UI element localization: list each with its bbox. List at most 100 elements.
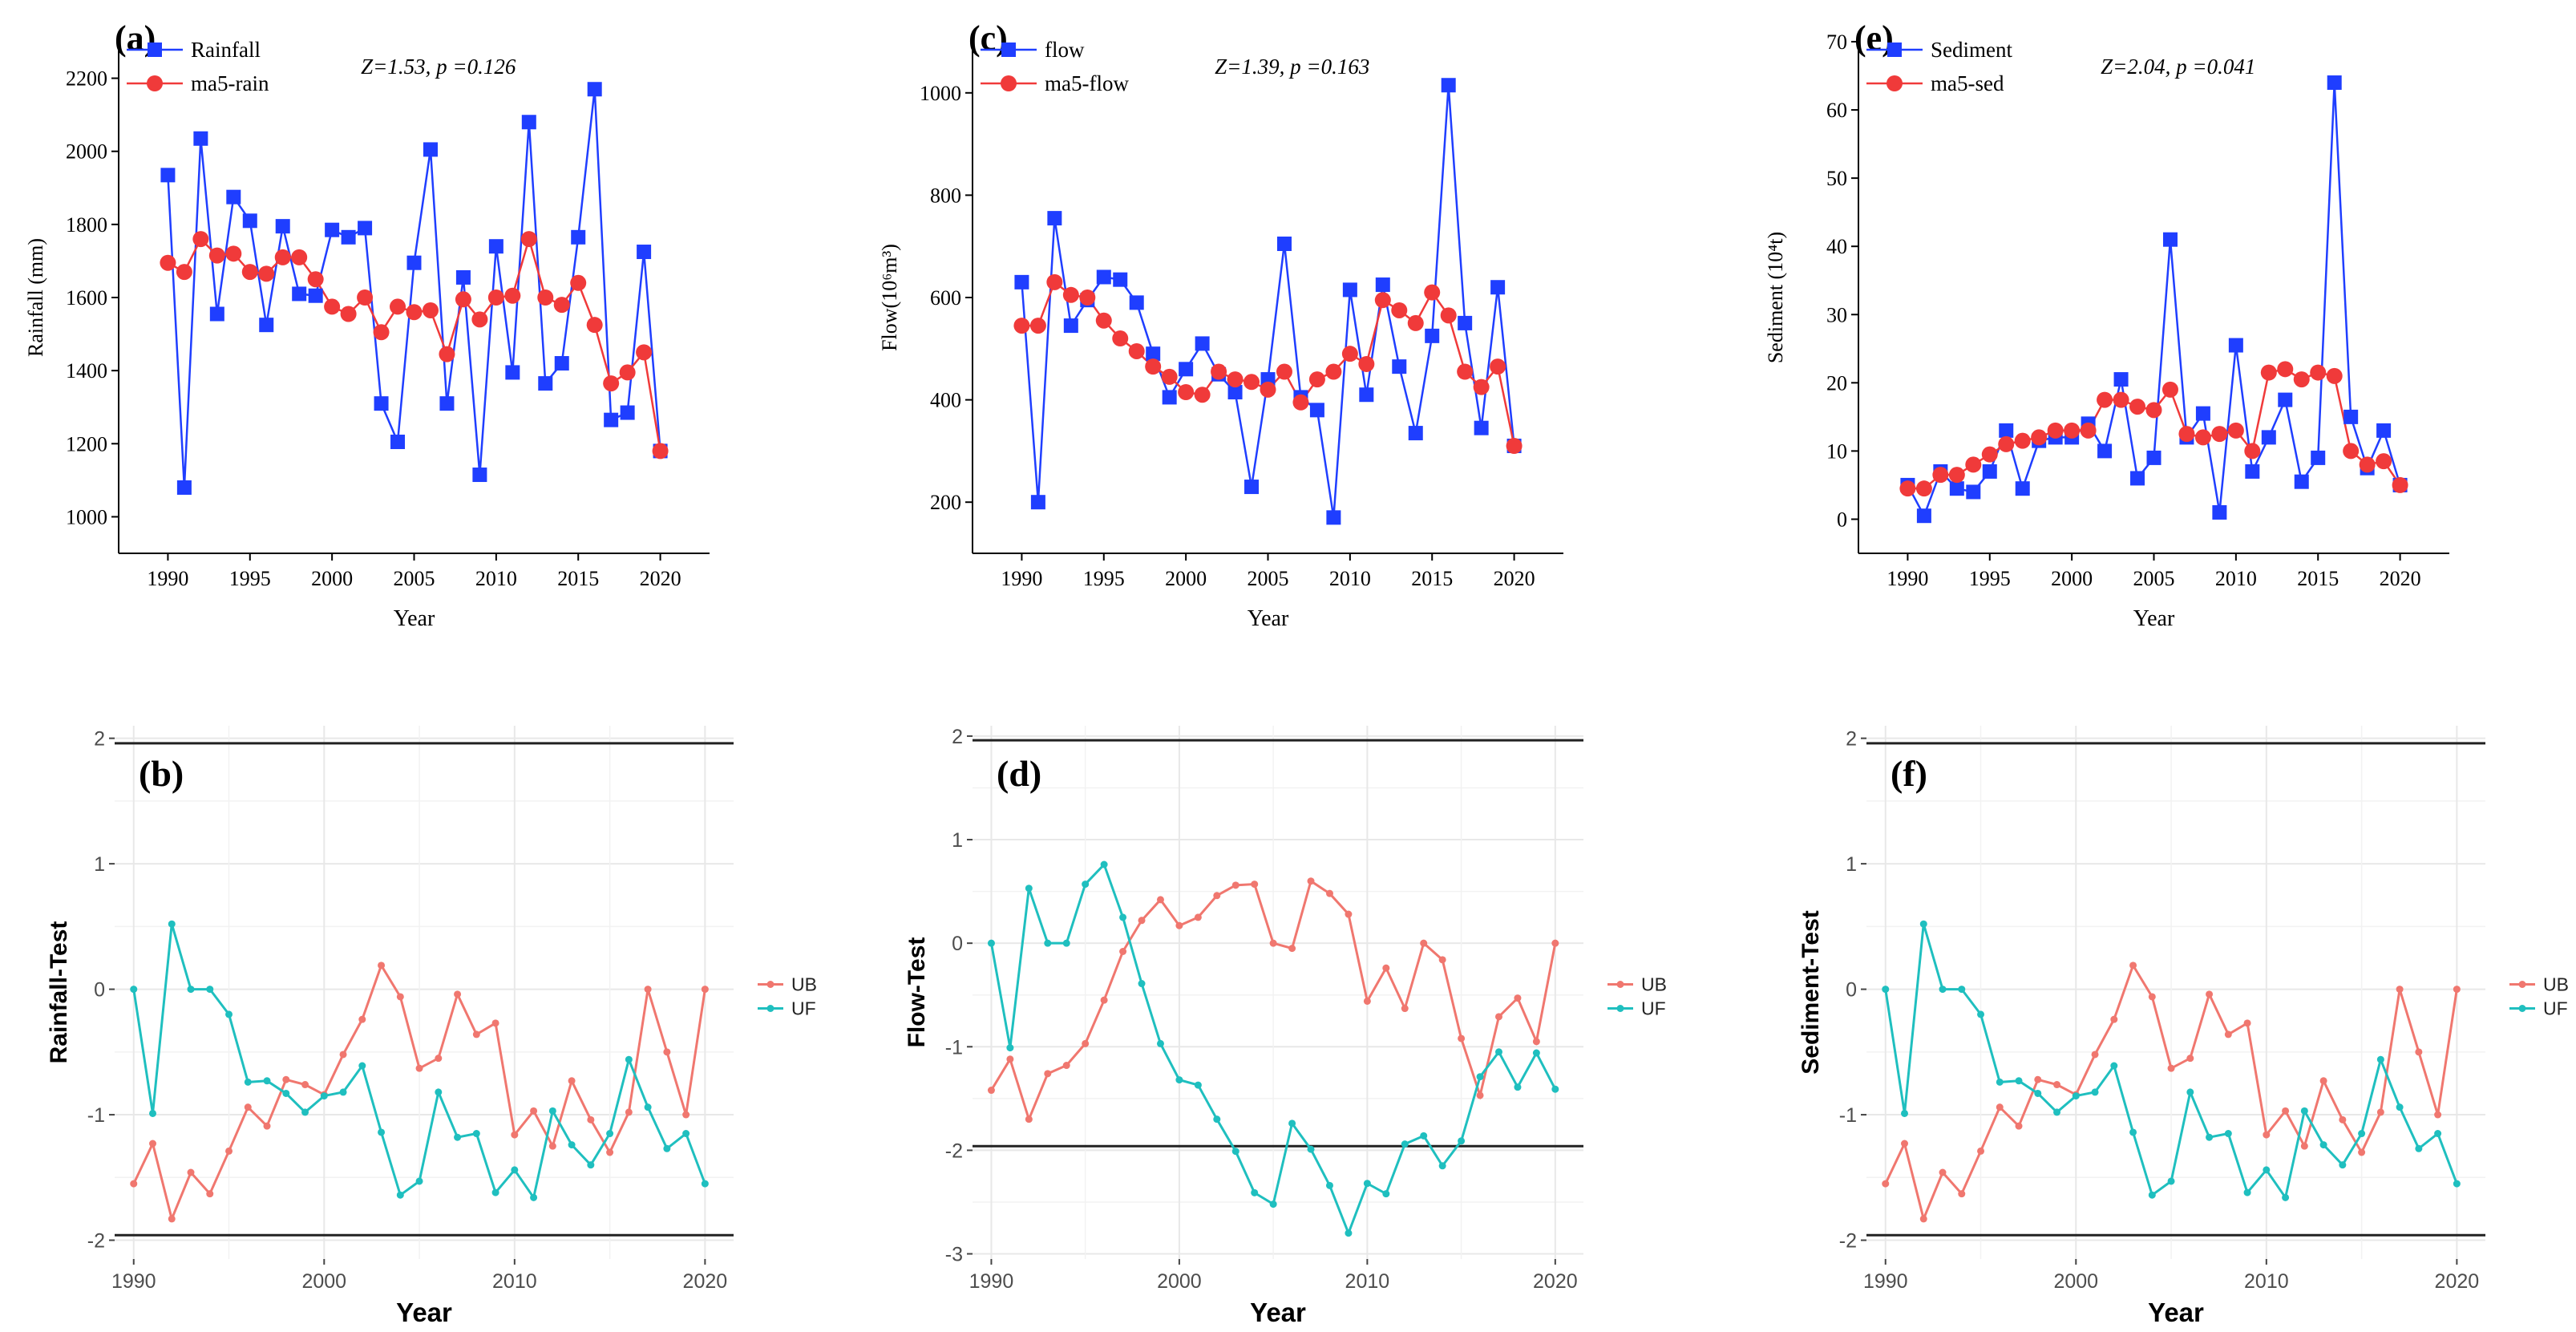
y-tick-label: 20 <box>1826 371 1847 395</box>
data-point-ma5-sed <box>2129 399 2146 415</box>
legend-marker <box>1001 75 1017 91</box>
data-point-Sediment <box>1999 423 2014 438</box>
data-point-Rainfall <box>604 412 619 427</box>
data-point-ma5-rain <box>520 231 537 248</box>
data-point-ma5-rain <box>291 249 308 265</box>
data-point-Rainfall <box>160 168 176 183</box>
data-point-UB <box>130 1180 138 1188</box>
data-point-UF <box>1307 1145 1315 1153</box>
x-tick-label: 2005 <box>1248 567 1289 590</box>
data-point-ma5-flow <box>1276 363 1292 380</box>
data-point-Rainfall <box>587 82 602 97</box>
data-point-UF <box>1882 986 1890 994</box>
x-tick-label: 1990 <box>969 1270 1014 1293</box>
data-point-Rainfall <box>341 229 356 245</box>
data-point-UF <box>130 986 138 994</box>
data-point-ma5-rain <box>406 304 423 321</box>
legend-marker <box>766 1005 774 1012</box>
data-point-UB <box>491 1019 499 1027</box>
data-point-ma5-sed <box>1998 435 2015 452</box>
data-point-Rainfall <box>620 405 635 420</box>
data-point-Rainfall <box>325 222 340 237</box>
data-point-Sediment <box>1949 481 1964 496</box>
trend-annotation: Z=1.53, p =0.126 <box>361 55 516 79</box>
data-point-UB <box>2282 1107 2290 1115</box>
data-point-UB <box>1062 1062 1070 1070</box>
data-point-ma5-sed <box>2293 371 2310 388</box>
data-point-ma5-rain <box>357 289 374 306</box>
data-point-ma5-rain <box>258 265 275 282</box>
y-tick-label: -2 <box>1839 1230 1857 1253</box>
data-point-ma5-sed <box>2326 367 2343 384</box>
legend-marker <box>1616 981 1624 988</box>
panel-label: (d) <box>997 753 1041 794</box>
data-point-UB <box>1175 921 1183 929</box>
data-point-UF <box>2148 1191 2156 1199</box>
x-axis-label: Year <box>2148 1298 2204 1327</box>
data-point-UB <box>548 1142 556 1150</box>
data-point-UB <box>2376 1108 2384 1116</box>
legend-marker <box>1616 1005 1624 1012</box>
data-point-UF <box>2358 1130 2366 1138</box>
data-point-UF <box>2034 1089 2042 1097</box>
x-tick-label: 2010 <box>2215 567 2257 590</box>
data-point-ma5-rain <box>553 297 570 314</box>
data-point-flow <box>1309 403 1324 418</box>
data-point-Sediment <box>2261 430 2276 445</box>
x-tick-label: 2020 <box>1494 567 1535 590</box>
data-point-UF <box>244 1078 252 1086</box>
legend-marker <box>147 75 163 91</box>
data-point-UB <box>606 1148 614 1156</box>
data-point-ma5-sed <box>2260 364 2277 381</box>
data-point-UF <box>2319 1141 2327 1149</box>
data-point-ma5-rain <box>652 443 669 460</box>
data-point-UB <box>206 1190 214 1198</box>
data-point-Sediment <box>1916 508 1931 524</box>
data-point-ma5-rain <box>619 364 636 381</box>
data-point-Sediment <box>1982 464 1997 479</box>
data-point-Sediment <box>2311 450 2326 465</box>
data-point-Rainfall <box>538 376 553 391</box>
data-point-UB <box>530 1107 538 1115</box>
y-tick-label: 2 <box>1846 728 1857 751</box>
y-tick-label: 40 <box>1826 235 1847 258</box>
legend-marker <box>148 43 162 57</box>
y-tick-label: -1 <box>87 1104 105 1127</box>
data-point-flow <box>1244 480 1260 495</box>
data-point-flow <box>1179 362 1194 377</box>
data-point-UF <box>1363 1180 1371 1188</box>
x-tick-label: 1995 <box>1969 567 2011 590</box>
data-point-UB <box>2224 1030 2232 1038</box>
legend-label: ma5-rain <box>191 71 269 95</box>
data-point-UB <box>1901 1140 1909 1148</box>
data-point-ma5-flow <box>1457 363 1474 380</box>
data-point-Rainfall <box>176 480 192 495</box>
data-point-ma5-rain <box>160 254 176 271</box>
y-tick-label: 0 <box>1846 979 1857 1002</box>
data-point-Sediment <box>2015 481 2030 496</box>
data-point-UB <box>1996 1103 2004 1111</box>
data-point-UF <box>1156 1039 1164 1047</box>
data-point-UB <box>2091 1051 2099 1059</box>
data-point-Sediment <box>2376 423 2392 438</box>
data-point-UB <box>1363 997 1371 1005</box>
legend-marker <box>1887 43 1902 57</box>
data-point-ma5-flow <box>1506 438 1523 455</box>
trend-annotation: Z=1.39, p =0.163 <box>1215 55 1369 79</box>
data-point-UF <box>1288 1119 1296 1128</box>
data-point-UF <box>454 1133 462 1141</box>
data-point-UB <box>2396 986 2404 994</box>
data-point-UB <box>1044 1070 1052 1078</box>
data-point-UF <box>225 1010 233 1018</box>
data-point-ma5-sed <box>2178 426 2195 443</box>
data-point-ma5-flow <box>1407 314 1424 331</box>
data-point-UB <box>663 1048 671 1056</box>
data-point-UF <box>2300 1107 2308 1115</box>
data-point-UF <box>606 1130 614 1138</box>
data-point-ma5-sed <box>2161 381 2178 398</box>
y-tick-label: 2200 <box>66 67 107 91</box>
data-point-ma5-sed <box>1899 480 1916 497</box>
data-point-ma5-rain <box>439 346 455 362</box>
data-point-ma5-rain <box>274 249 291 265</box>
y-tick-label: 1200 <box>66 432 107 455</box>
